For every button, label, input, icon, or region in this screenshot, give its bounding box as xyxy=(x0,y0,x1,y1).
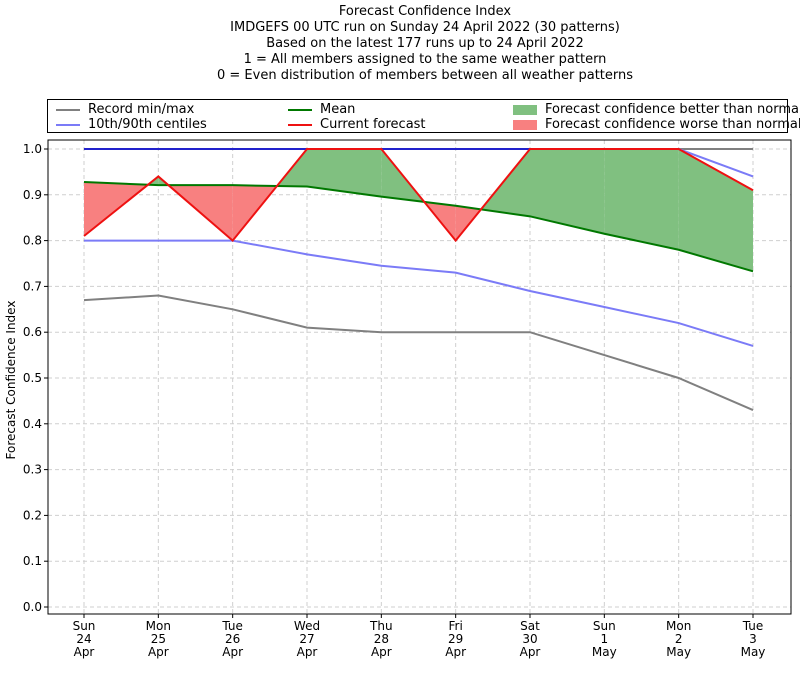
y-tick-label: 0.7 xyxy=(23,279,42,293)
x-tick-label: May xyxy=(592,645,617,659)
y-tick-label: 0.1 xyxy=(23,554,42,568)
title-line-5: 0 = Even distribution of members between… xyxy=(216,68,634,83)
x-tick-label: Mon xyxy=(146,619,171,633)
x-tick-label: Mon xyxy=(666,619,691,633)
chart-title: Forecast Confidence Index IMDGEFS 00 UTC… xyxy=(0,4,800,84)
x-tick-label: Wed xyxy=(294,619,320,633)
x-tick-label: Sun xyxy=(73,619,96,633)
x-tick-label: 30 xyxy=(522,632,537,646)
y-axis-label: Forecast Confidence Index xyxy=(4,300,18,460)
legend-swatch-mean xyxy=(288,109,312,111)
p10-line xyxy=(84,239,754,347)
title-line-3: Based on the latest 177 runs up to 24 Ap… xyxy=(266,36,584,51)
better-area xyxy=(307,149,382,197)
x-tick-label: Sat xyxy=(520,619,540,633)
legend-swatch-better xyxy=(513,105,537,115)
x-tick-label: Thu xyxy=(369,619,393,633)
x-tick-label: 27 xyxy=(299,632,314,646)
x-tick-label: 24 xyxy=(76,632,91,646)
y-tick-label: 0.6 xyxy=(23,325,42,339)
x-tick-label: Apr xyxy=(445,645,466,659)
x-tick-label: Apr xyxy=(74,645,95,659)
y-tick-label: 0.3 xyxy=(23,463,42,477)
legend-label-mean: Mean xyxy=(320,102,356,117)
better-area xyxy=(530,149,605,234)
legend-swatch-current xyxy=(288,124,312,126)
x-tick-label: Apr xyxy=(148,645,169,659)
legend-swatch-worse xyxy=(513,120,537,130)
x-tick-label: Apr xyxy=(371,645,392,659)
legend-swatch-record xyxy=(56,109,80,111)
y-tick-label: 0.2 xyxy=(23,508,42,522)
y-tick-label: 0.0 xyxy=(23,600,42,614)
record-min-line xyxy=(83,294,754,411)
better-area xyxy=(481,149,530,217)
x-tick-label: May xyxy=(741,645,766,659)
x-tick-label: Tue xyxy=(221,619,243,633)
mean-line xyxy=(83,180,754,273)
y-tick-label: 1.0 xyxy=(23,142,42,156)
better-area xyxy=(604,149,679,250)
x-tick-label: 1 xyxy=(601,632,609,646)
x-tick-label: May xyxy=(666,645,691,659)
plot-frame xyxy=(47,139,792,615)
x-tick-label: Tue xyxy=(742,619,764,633)
legend-swatch-centiles xyxy=(56,124,80,126)
legend-label-current: Current forecast xyxy=(320,117,426,132)
better-area xyxy=(678,149,753,272)
x-tick-label: Apr xyxy=(297,645,318,659)
x-tick-label: Fri xyxy=(449,619,463,633)
title-line-4: 1 = All members assigned to the same wea… xyxy=(243,52,607,67)
x-tick-label: 28 xyxy=(374,632,389,646)
legend-label-record: Record min/max xyxy=(88,102,195,117)
x-tick-label: Apr xyxy=(222,645,243,659)
x-tick-label: 29 xyxy=(448,632,463,646)
legend: Record min/max 10th/90th centiles Mean C… xyxy=(47,99,800,133)
legend-label-worse: Forecast confidence worse than normal xyxy=(545,117,800,132)
y-tick-label: 0.8 xyxy=(23,234,42,248)
x-tick-label: Apr xyxy=(520,645,541,659)
title-line-2: IMDGEFS 00 UTC run on Sunday 24 April 20… xyxy=(230,20,620,35)
y-tick-label: 0.9 xyxy=(23,188,42,202)
legend-label-centiles: 10th/90th centiles xyxy=(88,117,207,132)
title-line-1: Forecast Confidence Index xyxy=(338,4,512,19)
x-tick-label: 2 xyxy=(675,632,683,646)
x-tick-label: 25 xyxy=(151,632,166,646)
legend-label-better: Forecast confidence better than normal xyxy=(545,102,800,117)
x-tick-label: 26 xyxy=(225,632,240,646)
y-tick-label: 0.4 xyxy=(23,417,42,431)
x-tick-label: 3 xyxy=(749,632,757,646)
current-forecast-line xyxy=(83,148,754,243)
y-tick-label: 0.5 xyxy=(23,371,42,385)
x-tick-label: Sun xyxy=(593,619,616,633)
